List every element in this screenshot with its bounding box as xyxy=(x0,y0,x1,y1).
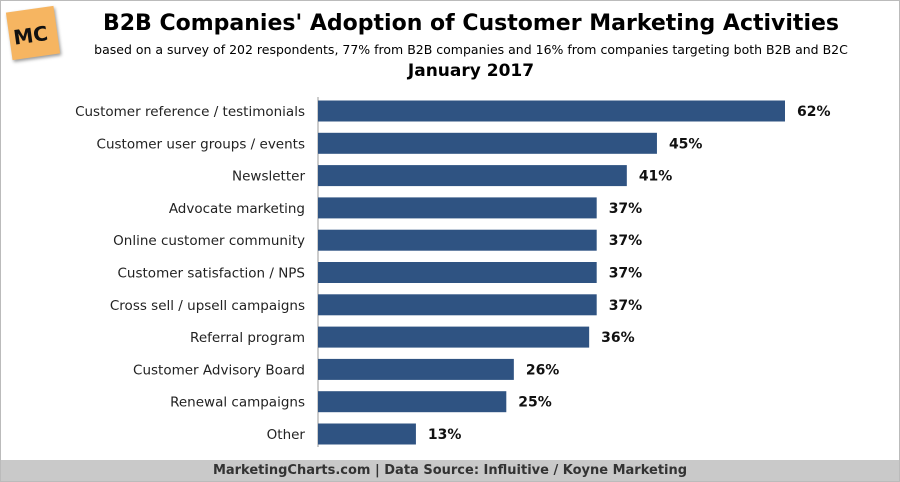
category-label: Customer Advisory Board xyxy=(133,362,305,378)
data-label: 62% xyxy=(797,104,831,120)
category-label: Newsletter xyxy=(232,169,305,185)
bar-plot: Customer reference / testimonials 62% Cust… xyxy=(75,97,831,447)
bar xyxy=(318,358,514,380)
bar xyxy=(318,423,416,445)
data-label: 37% xyxy=(609,266,643,282)
footer-source: MarketingCharts.com | Data Source: Influ… xyxy=(1,460,899,481)
category-label: Other xyxy=(267,427,306,443)
category-label: Customer satisfaction / NPS xyxy=(118,266,306,282)
data-label: 37% xyxy=(609,233,643,249)
bar xyxy=(318,229,597,251)
category-label: Customer user groups / events xyxy=(97,136,305,152)
category-label: Online customer community xyxy=(113,233,305,249)
bar xyxy=(318,294,597,316)
chart-title: B2B Companies' Adoption of Customer Mark… xyxy=(102,11,839,36)
category-label: Referral program xyxy=(190,330,305,346)
data-label: 26% xyxy=(526,362,560,378)
data-label: 45% xyxy=(669,136,703,152)
bar xyxy=(318,100,785,122)
bar xyxy=(318,391,507,413)
data-label: 36% xyxy=(601,330,635,346)
chart-subtitle: based on a survey of 202 respondents, 77… xyxy=(94,42,848,57)
bar xyxy=(318,165,627,187)
data-label: 37% xyxy=(609,201,643,217)
data-label: 13% xyxy=(428,427,462,443)
data-label: 41% xyxy=(639,169,673,185)
category-label: Customer reference / testimonials xyxy=(75,104,305,120)
bar xyxy=(318,197,597,219)
category-label: Renewal campaigns xyxy=(170,395,305,411)
category-label: Advocate marketing xyxy=(169,201,305,217)
bar xyxy=(318,132,657,154)
bar xyxy=(318,262,597,283)
bar xyxy=(318,326,590,348)
chart-date: January 2017 xyxy=(407,61,535,81)
category-label: Cross sell / upsell campaigns xyxy=(110,298,305,314)
data-label: 25% xyxy=(518,395,552,411)
data-label: 37% xyxy=(609,298,643,314)
